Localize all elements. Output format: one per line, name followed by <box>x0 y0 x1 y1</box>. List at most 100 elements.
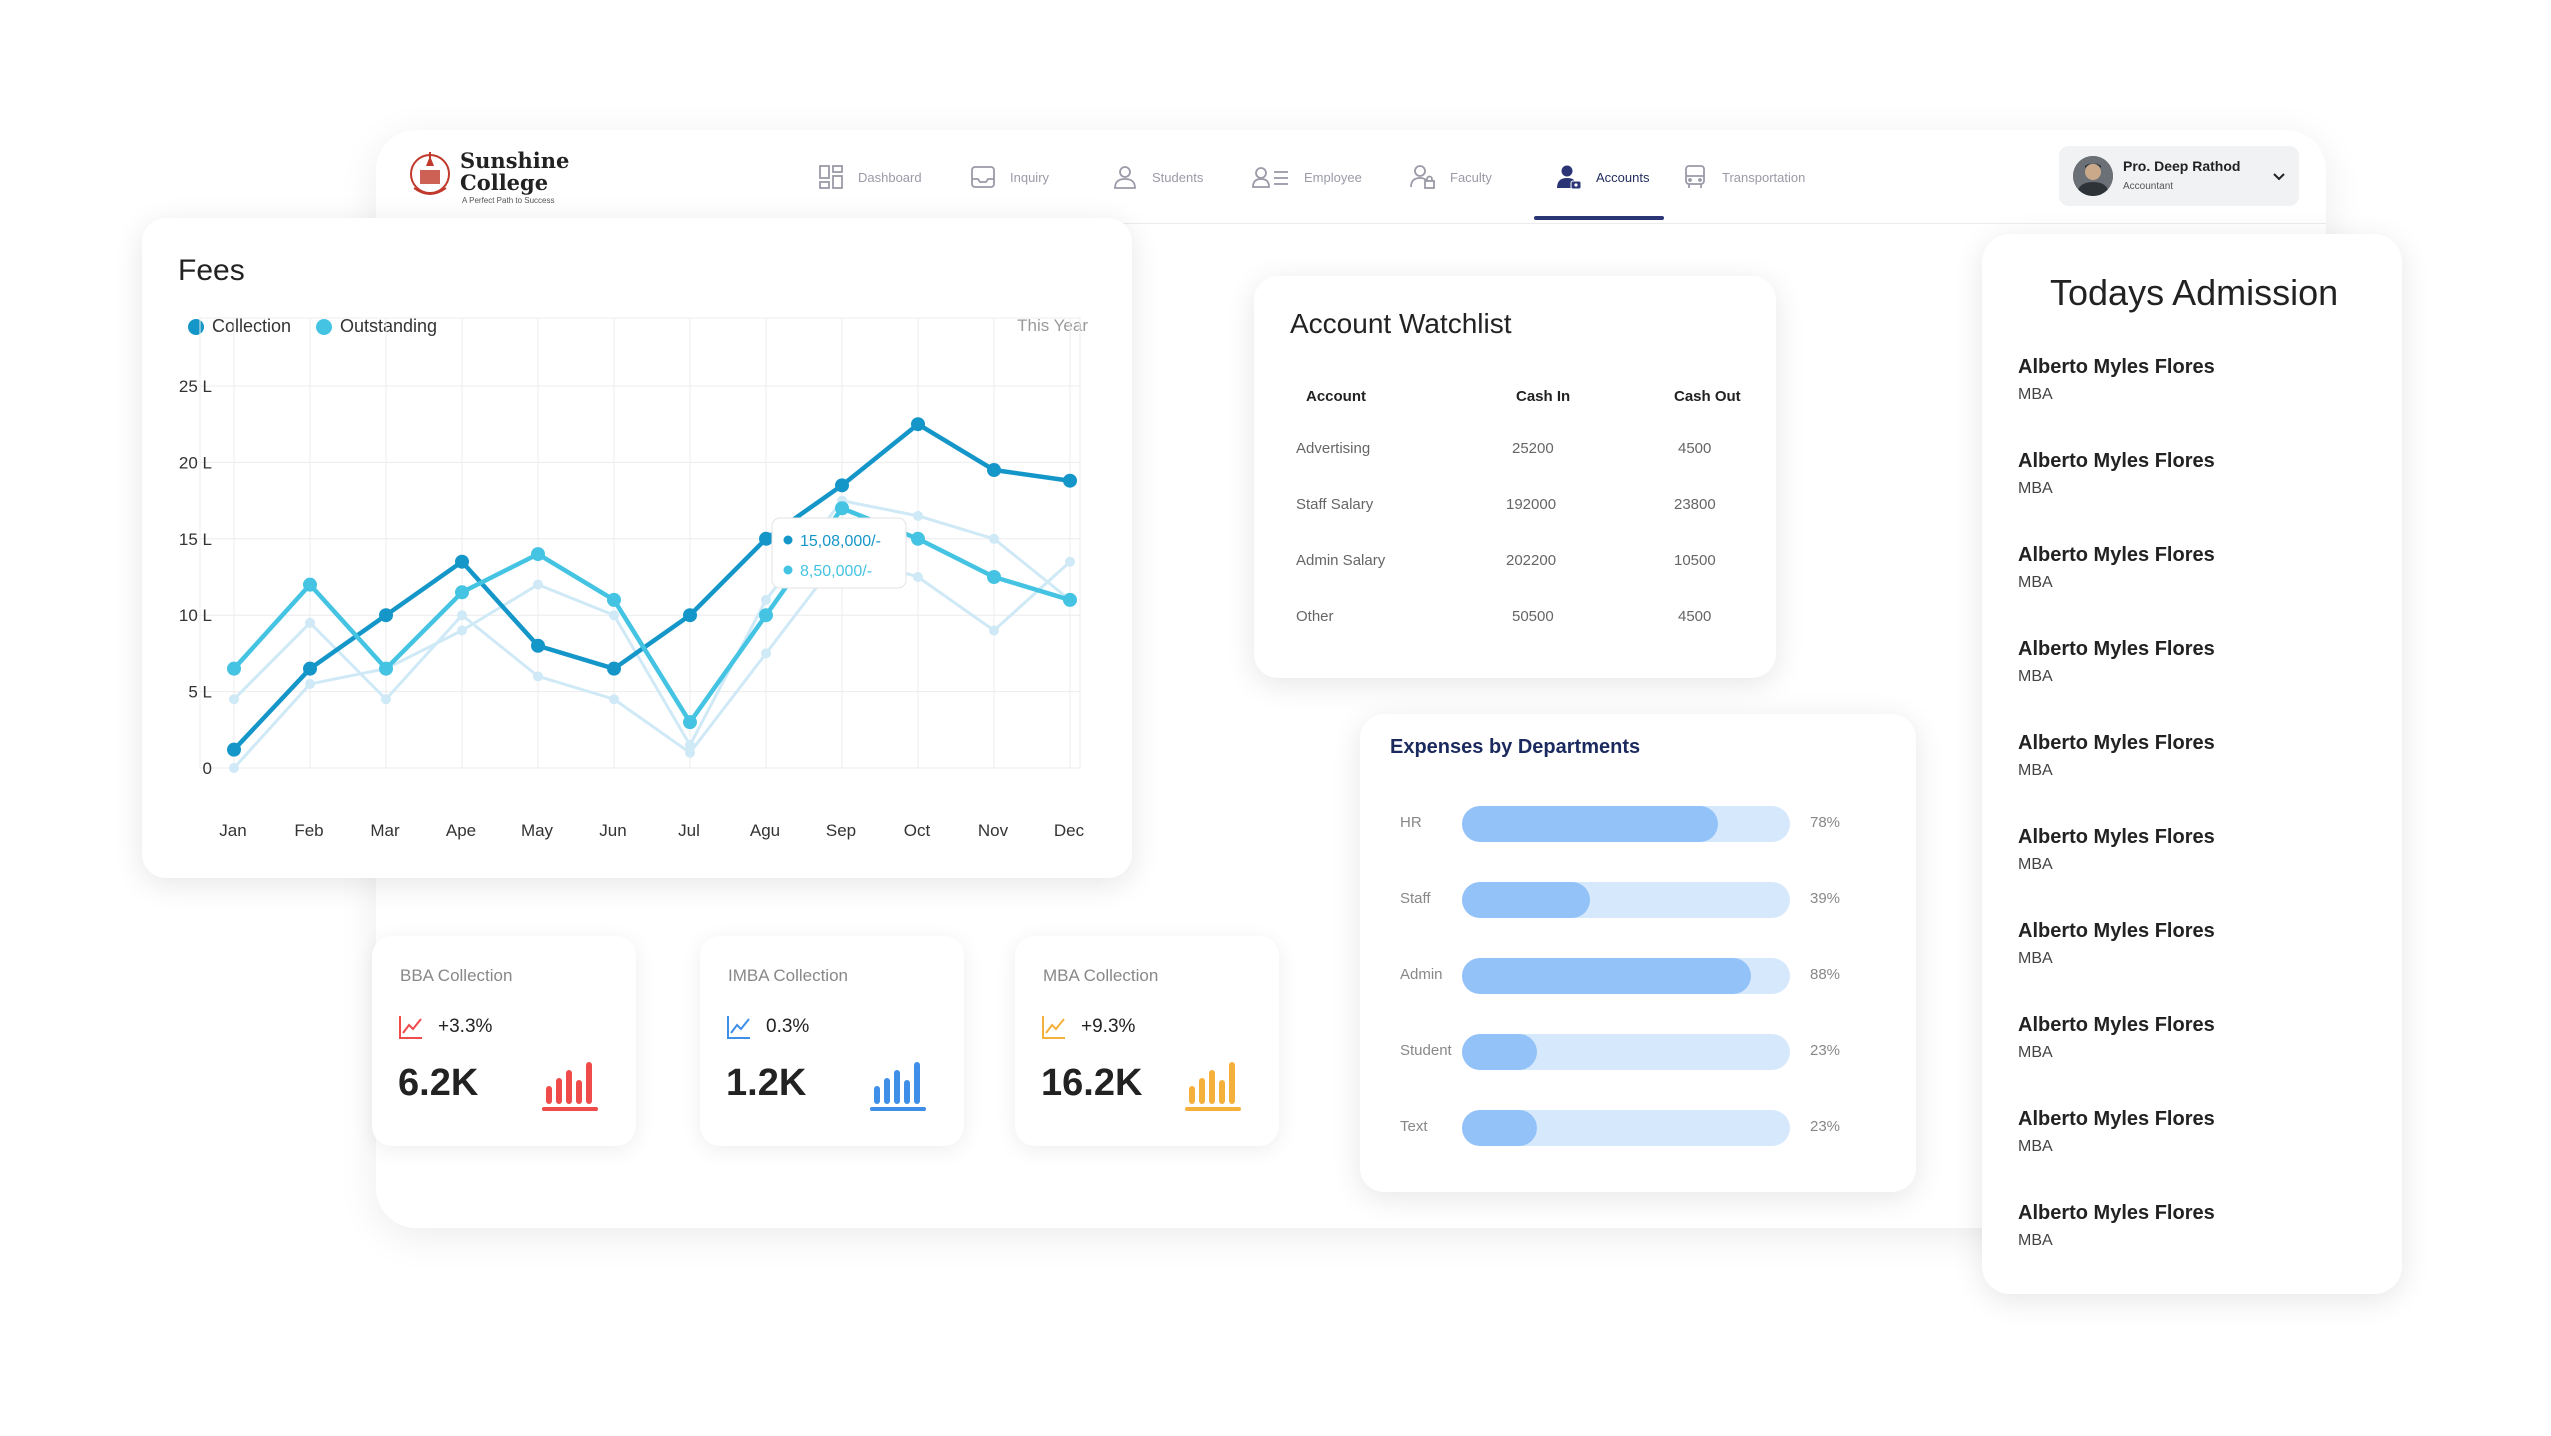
legend-outstanding: Outstanding <box>340 316 438 336</box>
series-point-outstanding <box>531 547 545 562</box>
expense-bar-track <box>1462 882 1790 918</box>
nav-label: Dashboard <box>858 169 922 185</box>
nav-accounts[interactable]: Accounts <box>1556 160 1649 194</box>
expense-bar-fill <box>1462 1034 1538 1070</box>
chart-tooltip: 15,08,000/- 8,50,000/- <box>771 517 907 589</box>
college-logo[interactable]: Sunshine College A Perfect Path to Succe… <box>406 146 570 206</box>
table-cell: 4500 <box>1678 440 1712 457</box>
bba-collection-card[interactable]: BBA Collection +3.3% 6.2K <box>372 936 636 1146</box>
admission-student-name[interactable]: Alberto Myles Flores <box>2018 544 2215 566</box>
admission-student-name[interactable]: Alberto Myles Flores <box>2018 450 2215 472</box>
expense-pct: 88% <box>1810 966 1841 983</box>
admission-title: Todays Admission <box>2050 272 2339 313</box>
faded-series-point <box>685 740 695 751</box>
collection-title: BBA Collection <box>400 966 513 985</box>
bus-icon <box>1685 165 1705 188</box>
admission-course: MBA <box>2018 1138 2053 1155</box>
y-tick-label: 5 L <box>188 683 212 702</box>
collection-title: IMBA Collection <box>728 966 848 985</box>
y-tick-label: 15 L <box>179 530 212 549</box>
nav-label: Faculty <box>1450 169 1492 185</box>
imba-collection-card[interactable]: IMBA Collection 0.3% 1.2K <box>700 936 964 1146</box>
admission-course: MBA <box>2018 574 2053 591</box>
expense-bar-track <box>1462 1034 1790 1070</box>
faded-series-point <box>989 625 999 636</box>
series-point-collection <box>835 478 849 493</box>
faded-series-point <box>305 617 315 628</box>
user-profile-menu[interactable]: Pro. Deep Rathod Accountant <box>2059 146 2299 206</box>
series-point-outstanding <box>607 592 621 607</box>
series-point-outstanding <box>911 531 925 546</box>
expense-bar-track <box>1462 806 1790 842</box>
expenses-title: Expenses by Departments <box>1390 736 1641 758</box>
admission-student-name[interactable]: Alberto Myles Flores <box>2018 1108 2215 1130</box>
series-point-collection <box>531 638 545 653</box>
admission-student-name[interactable]: Alberto Myles Flores <box>2018 356 2215 378</box>
account-watchlist-card: Account Watchlist Account Cash In Cash O… <box>1254 276 1776 678</box>
series-point-collection <box>607 661 621 676</box>
column-header-cash-out: Cash Out <box>1674 388 1741 405</box>
nav-dashboard[interactable]: Dashboard <box>818 160 922 194</box>
expense-pct: 78% <box>1810 814 1841 831</box>
nav-employee[interactable]: Employee <box>1252 160 1362 194</box>
expense-label: HR <box>1400 814 1422 831</box>
admission-student-name[interactable]: Alberto Myles Flores <box>2018 732 2215 754</box>
brand-tagline: A Perfect Path to Success <box>462 196 555 205</box>
mba-collection-card[interactable]: MBA Collection +9.3% 16.2K <box>1015 936 1279 1146</box>
admission-student-name[interactable]: Alberto Myles Flores <box>2018 826 2215 848</box>
y-tick-label: 10 L <box>179 606 212 625</box>
todays-admission-card: Todays Admission Alberto Myles Flores MBA… <box>1982 234 2402 1294</box>
admission-student-name[interactable]: Alberto Myles Flores <box>2018 920 2215 942</box>
college-seal-icon <box>410 152 450 195</box>
admission-course: MBA <box>2018 856 2053 873</box>
series-point-outstanding <box>1063 592 1077 607</box>
faded-series-point <box>1065 556 1075 567</box>
table-cell: 23800 <box>1674 496 1716 513</box>
nav-transportation[interactable]: Transportation <box>1682 160 1805 194</box>
nav-faculty[interactable]: Faculty <box>1410 160 1492 194</box>
table-cell: Staff Salary <box>1296 496 1374 513</box>
trend-up-icon <box>399 1016 422 1039</box>
admission-course: MBA <box>2018 762 2053 779</box>
column-header-account: Account <box>1306 388 1366 405</box>
x-tick-label: Feb <box>294 821 323 840</box>
collection-change: +9.3% <box>1081 1016 1136 1037</box>
admission-student-name[interactable]: Alberto Myles Flores <box>2018 1014 2215 1036</box>
admission-student-name[interactable]: Alberto Myles Flores <box>2018 638 2215 660</box>
admission-course: MBA <box>2018 480 2053 497</box>
admission-course: MBA <box>2018 1044 2053 1061</box>
faded-series-point <box>761 594 771 605</box>
expense-label: Admin <box>1400 966 1443 983</box>
expense-bar-fill <box>1462 1110 1538 1146</box>
x-tick-label: Oct <box>904 821 931 840</box>
expense-bar-fill <box>1462 958 1751 994</box>
fees-title: Fees <box>178 254 245 287</box>
x-tick-label: Jul <box>678 821 700 840</box>
table-cell: 4500 <box>1678 608 1712 625</box>
table-cell: 192000 <box>1506 496 1557 513</box>
admission-course: MBA <box>2018 386 2053 403</box>
series-point-outstanding <box>987 570 1001 584</box>
expense-pct: 23% <box>1810 1042 1841 1059</box>
x-tick-label: May <box>521 821 554 840</box>
series-line-outstanding <box>232 505 1071 725</box>
faded-series-point <box>229 694 239 705</box>
y-tick-label: 20 L <box>179 453 212 472</box>
expenses-by-departments-card: Expenses by Departments HR 78% Staff 39%… <box>1360 714 1916 1192</box>
series-point-outstanding <box>379 661 393 676</box>
admission-student-name[interactable]: Alberto Myles Flores <box>2018 1202 2215 1224</box>
y-tick-label: 0 <box>203 759 212 778</box>
series-point-outstanding <box>455 585 469 600</box>
column-header-cash-in: Cash In <box>1516 388 1571 405</box>
x-tick-label: Sep <box>826 821 856 840</box>
accounts-icon <box>1557 165 1582 190</box>
collection-change: 0.3% <box>766 1016 810 1037</box>
series-point-outstanding <box>759 608 773 623</box>
brand-line1: Sunshine <box>460 148 570 173</box>
x-tick-label: Nov <box>978 821 1009 840</box>
faded-series-point <box>533 671 543 682</box>
nav-label: Accounts <box>1596 169 1650 185</box>
nav-inquiry[interactable]: Inquiry <box>970 160 1049 194</box>
nav-students[interactable]: Students <box>1112 160 1203 194</box>
